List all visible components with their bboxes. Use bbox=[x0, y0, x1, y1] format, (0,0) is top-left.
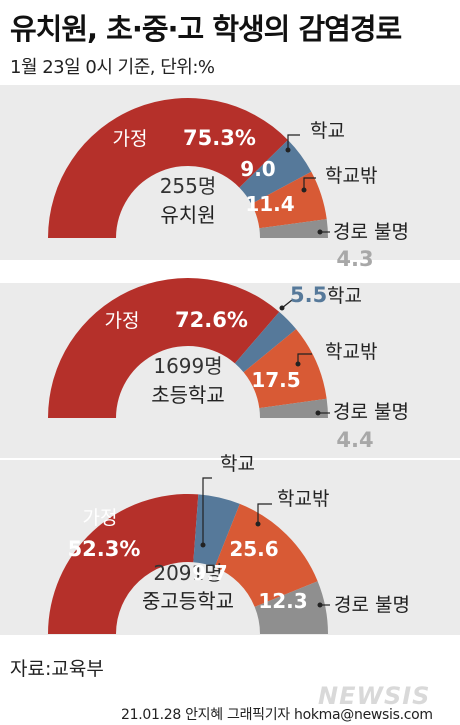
slice-outside bbox=[251, 171, 327, 229]
center-label: 유치원 bbox=[160, 203, 215, 227]
slice-label-home: 가정 bbox=[113, 128, 148, 150]
slice-label-unknown: 경로 불명 bbox=[333, 401, 409, 423]
slice-unknown bbox=[259, 398, 328, 418]
slice-value-home: 72.6% bbox=[175, 308, 248, 332]
slice-label-home: 가정 bbox=[105, 310, 140, 332]
leader-line-school bbox=[202, 477, 212, 545]
center-count: 1699명 bbox=[153, 354, 222, 378]
center-label: 중고등학교 bbox=[142, 589, 234, 613]
slice-home bbox=[48, 493, 199, 634]
credit-line: 21.01.28 안지혜 그래픽기자 hokma@newsis.com bbox=[121, 707, 433, 723]
leader-line-outside bbox=[257, 503, 272, 524]
slice-value-unknown: 4.4 bbox=[336, 428, 373, 452]
slice-value-outside: 17.5 bbox=[251, 368, 300, 392]
page-subtitle: 1월 23일 0시 기준, 단위:% bbox=[10, 57, 215, 78]
center-count: 2091명 bbox=[153, 561, 222, 585]
slice-label-school: 학교 bbox=[327, 285, 362, 307]
leader-line-school bbox=[287, 134, 300, 150]
slice-value-school: 5.5 bbox=[290, 283, 327, 307]
slice-label-home: 가정 bbox=[83, 507, 118, 529]
slice-label-outside: 학교밖 bbox=[277, 488, 329, 510]
newsis-watermark: NEWSIS bbox=[318, 682, 431, 710]
leader-dot-unknown bbox=[317, 602, 323, 608]
slice-unknown bbox=[254, 581, 328, 634]
leader-dot-unknown bbox=[315, 410, 321, 416]
leader-dot-unknown bbox=[317, 229, 323, 235]
slice-outside bbox=[214, 503, 318, 607]
leader-dot-outside bbox=[255, 521, 261, 527]
slice-label-unknown: 경로 불명 bbox=[333, 221, 409, 243]
slice-home bbox=[48, 278, 280, 418]
slice-unknown bbox=[259, 219, 328, 238]
slice-label-school: 학교 bbox=[220, 453, 255, 475]
slice-label-outside: 학교밖 bbox=[325, 165, 377, 187]
slice-outside bbox=[243, 329, 327, 409]
leader-dot-school bbox=[279, 305, 285, 311]
slice-label-outside: 학교밖 bbox=[325, 341, 377, 363]
slice-label-unknown: 경로 불명 bbox=[334, 594, 410, 616]
slice-value-home: 75.3% bbox=[183, 126, 256, 150]
slice-value-school: 9.7 bbox=[192, 561, 227, 585]
center-label: 초등학교 bbox=[151, 383, 225, 407]
slice-school bbox=[193, 494, 240, 568]
slice-value-unknown: 12.3 bbox=[258, 589, 307, 613]
leader-dot-school bbox=[285, 147, 291, 153]
slice-value-school: 9.0 bbox=[240, 157, 275, 181]
leader-dot-school bbox=[200, 542, 206, 548]
page-title: 유치원, 초·중·고 학생의 감염경로 bbox=[10, 12, 402, 46]
slice-label-school: 학교 bbox=[310, 120, 345, 142]
slice-value-unknown: 4.3 bbox=[336, 247, 373, 271]
leader-dot-outside bbox=[301, 187, 307, 193]
slice-school bbox=[239, 139, 312, 204]
slice-school bbox=[234, 311, 297, 373]
leader-line-outside bbox=[297, 353, 312, 364]
slice-value-outside: 25.6 bbox=[229, 537, 278, 561]
leader-line-outside bbox=[303, 177, 316, 190]
leader-dot-outside bbox=[295, 361, 301, 367]
slice-value-outside: 11.4 bbox=[245, 192, 294, 216]
slice-home bbox=[48, 98, 288, 238]
center-count: 255명 bbox=[160, 174, 217, 198]
source-note: 자료:교육부 bbox=[10, 658, 104, 680]
slice-value-home: 52.3% bbox=[68, 537, 141, 561]
